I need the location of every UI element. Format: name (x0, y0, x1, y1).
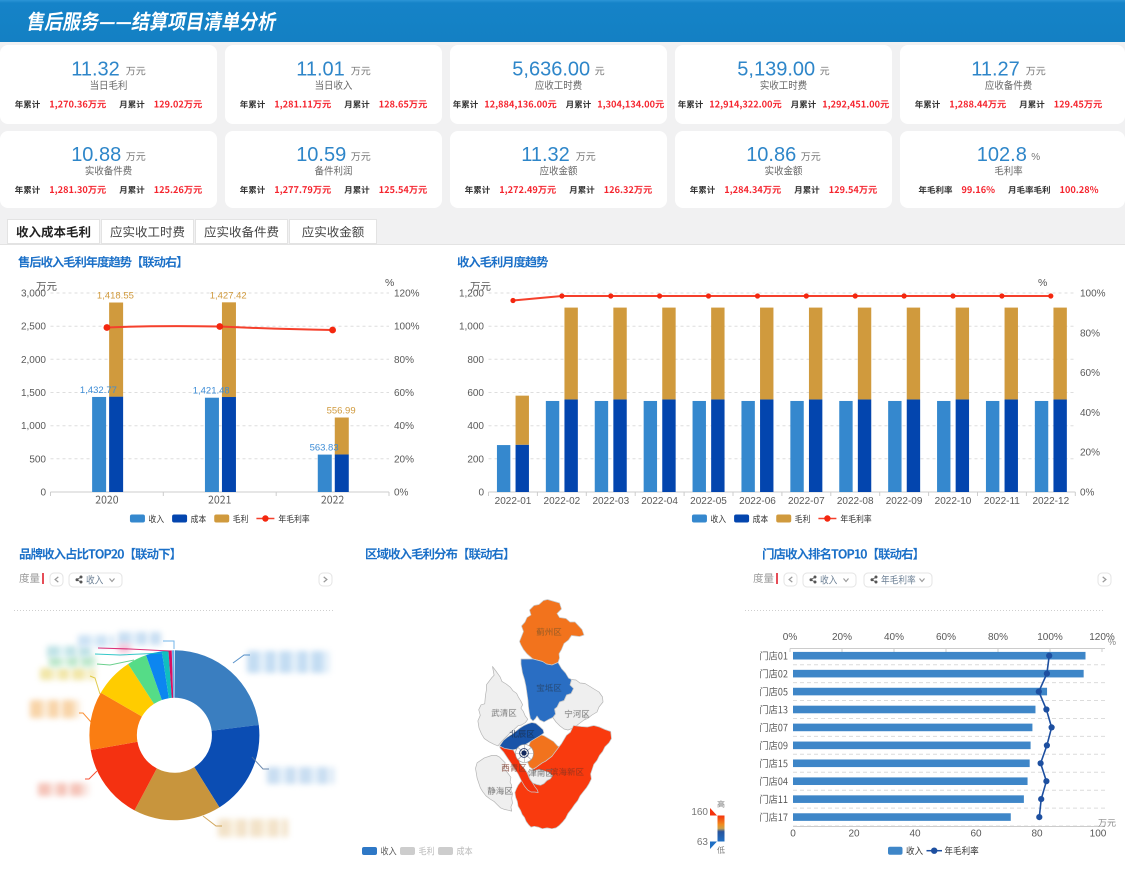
svg-text:0: 0 (790, 829, 796, 840)
svg-text:2,000: 2,000 (21, 355, 46, 366)
svg-text:563.83: 563.83 (310, 443, 339, 454)
svg-text:20%: 20% (832, 632, 852, 643)
svg-text:160: 160 (691, 807, 708, 818)
svg-text:2022-10: 2022-10 (935, 496, 972, 507)
svg-text:2022-12: 2022-12 (1032, 496, 1069, 507)
svg-text:100%: 100% (1080, 289, 1106, 300)
svg-text:2,500: 2,500 (21, 322, 46, 333)
svg-text:2022-11: 2022-11 (984, 496, 1020, 507)
svg-text:556.99: 556.99 (327, 406, 356, 417)
svg-text:0: 0 (40, 488, 46, 499)
svg-text:%: % (385, 277, 394, 289)
svg-text:2022-01: 2022-01 (495, 496, 532, 507)
svg-text:60%: 60% (394, 388, 414, 399)
svg-text:100%: 100% (1037, 632, 1063, 643)
svg-text:1,432.77: 1,432.77 (80, 385, 117, 396)
svg-text:800: 800 (467, 355, 484, 366)
svg-text:80%: 80% (394, 355, 414, 366)
svg-text:1,418.55: 1,418.55 (97, 291, 134, 302)
svg-text:200: 200 (467, 454, 484, 465)
svg-text:%: % (1108, 637, 1116, 647)
svg-text:500: 500 (29, 454, 46, 465)
svg-text:2022-09: 2022-09 (886, 496, 923, 507)
svg-text:0: 0 (478, 488, 484, 499)
svg-text:11.01: 11.01 (296, 59, 345, 81)
svg-text:1,000: 1,000 (459, 322, 484, 333)
svg-text:11.32: 11.32 (521, 144, 570, 166)
svg-text:2022-02: 2022-02 (544, 496, 581, 507)
svg-text:2022-05: 2022-05 (690, 496, 727, 507)
svg-text:20%: 20% (394, 454, 414, 465)
svg-text:40%: 40% (394, 421, 414, 432)
svg-text:120%: 120% (394, 289, 420, 300)
svg-text:2022-03: 2022-03 (592, 496, 629, 507)
svg-text:80%: 80% (988, 632, 1008, 643)
svg-text:2022-07: 2022-07 (788, 496, 825, 507)
svg-text:40: 40 (909, 829, 921, 840)
svg-text:10.88: 10.88 (71, 144, 121, 166)
svg-text:10.59: 10.59 (296, 144, 346, 166)
svg-text:80%: 80% (1080, 328, 1100, 339)
svg-text:20: 20 (848, 829, 860, 840)
svg-text:1,427.42: 1,427.42 (210, 290, 247, 301)
svg-text:102.8: 102.8 (977, 144, 1027, 166)
svg-text:0%: 0% (394, 488, 409, 499)
svg-text:60%: 60% (936, 632, 956, 643)
svg-text:100%: 100% (394, 322, 420, 333)
svg-text:100: 100 (1090, 829, 1107, 840)
svg-text:2022-06: 2022-06 (739, 496, 776, 507)
svg-text:1,200: 1,200 (459, 289, 484, 300)
svg-text:120%: 120% (1089, 632, 1115, 643)
svg-text:40%: 40% (884, 632, 904, 643)
svg-text:2022-08: 2022-08 (837, 496, 874, 507)
svg-text:11.27: 11.27 (971, 59, 1020, 81)
svg-text:60: 60 (970, 829, 982, 840)
svg-text:2022-04: 2022-04 (641, 496, 678, 507)
svg-text:80: 80 (1031, 829, 1043, 840)
svg-text:40%: 40% (1080, 408, 1100, 419)
svg-text:400: 400 (467, 421, 484, 432)
svg-text:20%: 20% (1080, 448, 1100, 459)
svg-text:%: % (1031, 152, 1040, 163)
svg-text:%: % (1038, 277, 1047, 289)
svg-text:3,000: 3,000 (21, 289, 46, 300)
svg-text:63: 63 (697, 837, 709, 848)
svg-text:1,500: 1,500 (21, 388, 46, 399)
svg-text:1,421.48: 1,421.48 (193, 386, 230, 397)
svg-text:0%: 0% (783, 632, 798, 643)
svg-text:600: 600 (467, 388, 484, 399)
svg-text:60%: 60% (1080, 368, 1100, 379)
svg-text:0%: 0% (1080, 488, 1095, 499)
svg-text:11.32: 11.32 (71, 59, 120, 81)
svg-text:5,636.00: 5,636.00 (512, 59, 590, 81)
svg-text:10.86: 10.86 (746, 144, 796, 166)
svg-text:5,139.00: 5,139.00 (737, 59, 815, 81)
svg-text:1,000: 1,000 (21, 421, 46, 432)
